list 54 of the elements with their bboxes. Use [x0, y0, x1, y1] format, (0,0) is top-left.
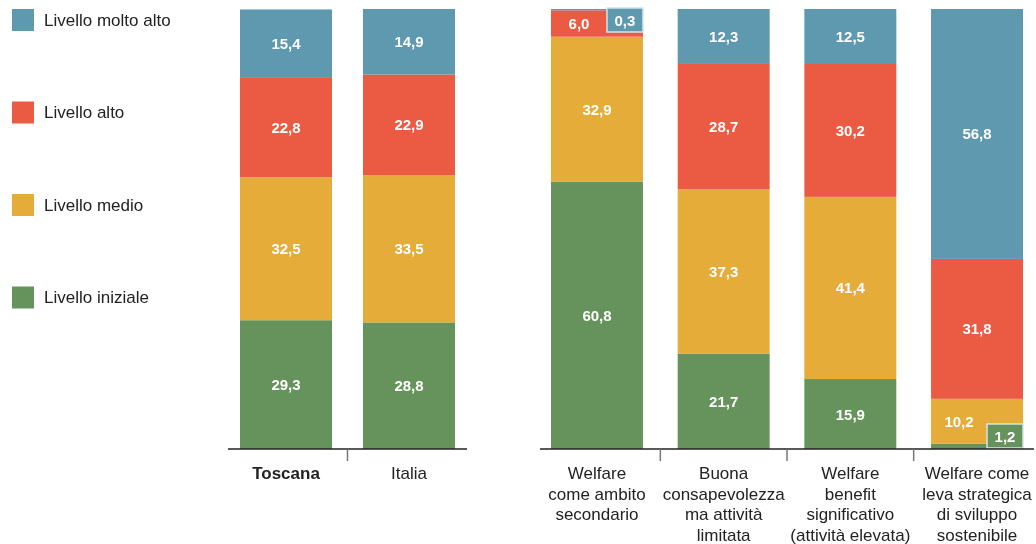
bar [931, 258, 1023, 399]
legend-label: Livello medio [44, 195, 144, 215]
x-tick-label: Welfare benefit significativo (attività elevata) [790, 464, 911, 544]
bar [240, 177, 332, 321]
data-label: 41,4 [835, 279, 866, 297]
x-tick-label: Toscana [252, 464, 321, 483]
data-label: 56,8 [962, 125, 992, 143]
data-label: 10,2 [944, 412, 974, 430]
bar [931, 9, 1023, 259]
data-label: 6,0 [568, 15, 590, 33]
data-label: 15,4 [271, 34, 302, 52]
data-label: 32,9 [582, 100, 612, 118]
data-label: 37,3 [709, 262, 739, 280]
legend-label: Livello alto [44, 103, 125, 122]
bar [551, 36, 643, 182]
data-label: 22,9 [394, 116, 424, 134]
data-label: 29,3 [271, 376, 301, 394]
bar [363, 74, 455, 176]
bar [551, 181, 643, 449]
bar [804, 379, 897, 449]
bar [677, 63, 770, 190]
data-label: 31,8 [962, 320, 992, 338]
data-label: 15,9 [835, 405, 865, 423]
bar [240, 77, 332, 178]
x-tick-label: Welfare come ambito secondario [548, 464, 646, 524]
bar [363, 9, 455, 75]
data-label: 28,7 [709, 117, 739, 135]
bar [804, 196, 897, 380]
bar [804, 64, 897, 197]
data-label: 32,5 [271, 240, 301, 258]
data-label: 60,8 [582, 306, 612, 324]
data-label: 22,8 [271, 118, 301, 136]
data-label: 14,9 [394, 33, 424, 51]
data-label: 1,2 [994, 427, 1016, 445]
legend-label: Livello iniziale [44, 288, 149, 307]
bar [677, 353, 770, 449]
data-label: 30,2 [835, 121, 865, 139]
bar [240, 320, 332, 449]
bar [677, 189, 770, 354]
bar [363, 175, 455, 323]
x-tick-label: Buona consapevolezza ma attività limitata [662, 464, 786, 544]
legend-label: Livello molto alto [44, 10, 171, 30]
data-label: 12,3 [709, 27, 739, 45]
bar [363, 322, 455, 449]
bar [804, 9, 897, 64]
data-label: 33,5 [394, 240, 424, 258]
x-tick-label: Welfare come leva strategica di sviluppo sostenibile [922, 464, 1033, 544]
data-label: 0,3 [614, 11, 636, 29]
data-label: 12,5 [835, 28, 865, 45]
bar [240, 9, 332, 78]
data-label: 21,7 [709, 392, 739, 410]
bar [677, 9, 770, 64]
data-label: 28,8 [394, 377, 424, 395]
x-tick-label: Italia [391, 464, 428, 483]
